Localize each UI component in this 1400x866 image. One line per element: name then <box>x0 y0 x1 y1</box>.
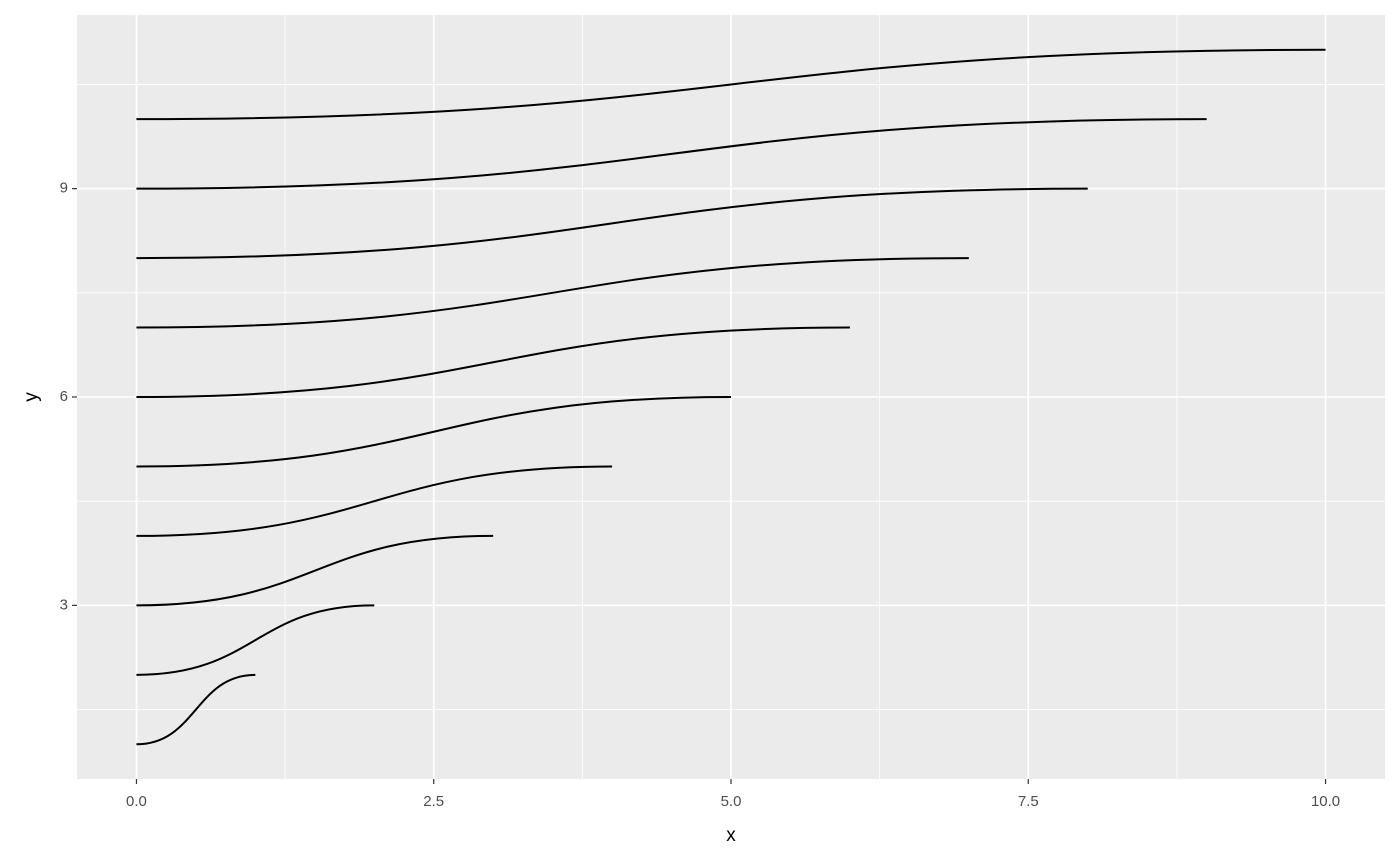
x-tick-label: 2.5 <box>423 793 444 810</box>
x-tick-label: 7.5 <box>1018 793 1039 810</box>
y-tick-label: 6 <box>60 388 68 405</box>
x-tick-label: 5.0 <box>721 793 742 810</box>
x-tick-label: 10.0 <box>1311 793 1340 810</box>
curve <box>136 673 256 746</box>
curve <box>136 187 1088 260</box>
curve <box>136 604 375 676</box>
curve <box>136 326 850 398</box>
curve <box>136 534 494 607</box>
curve <box>136 465 613 537</box>
x-tick-label: 0.0 <box>126 793 147 810</box>
y-axis-title: y <box>21 392 42 402</box>
curve <box>136 48 1326 121</box>
y-tick-label: 9 <box>60 180 68 197</box>
curve <box>136 396 732 468</box>
y-tick-label: 3 <box>60 596 68 613</box>
curve <box>136 118 1207 190</box>
curve <box>136 257 969 329</box>
x-axis-title: x <box>726 825 736 846</box>
lines <box>136 48 1326 746</box>
